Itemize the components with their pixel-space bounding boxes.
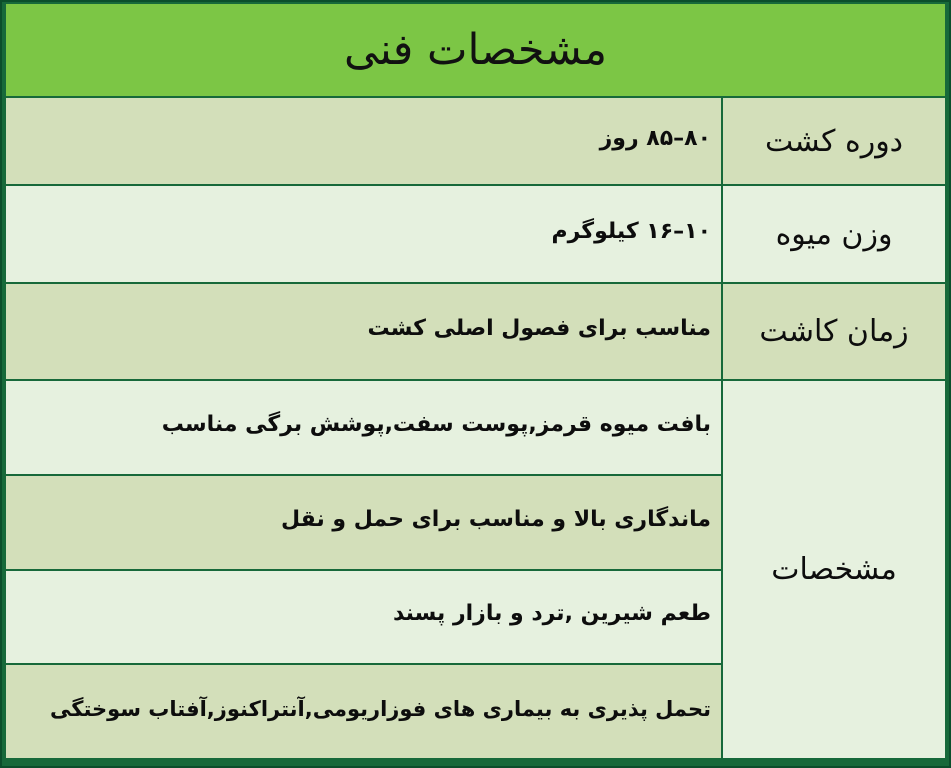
table-row-planting-time: مناسب برای فصول اصلی کشت زمان کاشت [6, 282, 945, 379]
value-cell-cultivation-period: ۸۰–۸۵ روز [6, 98, 721, 184]
characteristic-item-disease-tolerance: تحمل پذیری به بیماری های فوزاریومی,آنترا… [6, 663, 721, 758]
table-title: مشخصات فنی [343, 25, 608, 75]
characteristic-item-texture: بافت میوه قرمز,پوست سفت,پوشش برگی مناسب [6, 381, 721, 474]
label-cell-fruit-weight: وزن میوه [721, 186, 945, 282]
value-cell-fruit-weight: ۱۰–۱۶ کیلوگرم [6, 186, 721, 282]
table-row-characteristics: بافت میوه قرمز,پوست سفت,پوشش برگی مناسب … [6, 379, 945, 758]
table-row-fruit-weight: ۱۰–۱۶ کیلوگرم وزن میوه [6, 184, 945, 282]
characteristics-list: بافت میوه قرمز,پوست سفت,پوشش برگی مناسب … [6, 381, 721, 758]
label-cell-cultivation-period: دوره کشت [721, 98, 945, 184]
label-cell-characteristics: مشخصات [721, 381, 945, 758]
spec-table: ۸۰–۸۵ روز دوره کشت ۱۰–۱۶ کیلوگرم وزن میو… [6, 96, 945, 758]
characteristic-item-shelf-life: ماندگاری بالا و مناسب برای حمل و نقل [6, 473, 721, 569]
value-cell-planting-time: مناسب برای فصول اصلی کشت [6, 284, 721, 379]
table-row-cultivation-period: ۸۰–۸۵ روز دوره کشت [6, 96, 945, 184]
table-header: مشخصات فنی [6, 4, 945, 96]
label-cell-planting-time: زمان کاشت [721, 284, 945, 379]
characteristic-item-taste: طعم شیرین ,ترد و بازار پسند [6, 568, 721, 664]
